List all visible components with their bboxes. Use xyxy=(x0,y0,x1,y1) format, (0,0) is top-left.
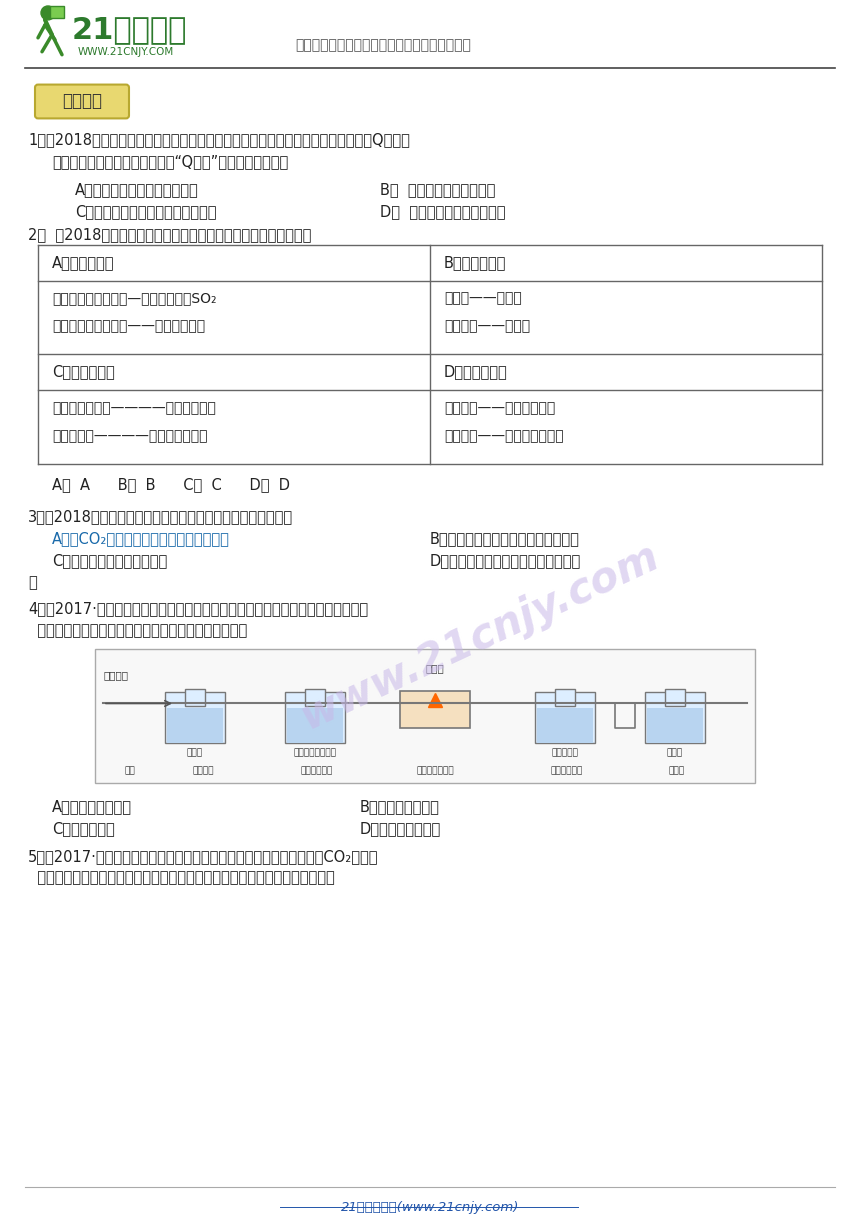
FancyBboxPatch shape xyxy=(50,6,64,18)
Text: 亚礴酸销——不能当食盐用: 亚礴酸销——不能当食盐用 xyxy=(444,401,556,415)
Bar xyxy=(305,688,325,706)
Text: www.21cnjy.com: www.21cnjy.com xyxy=(294,535,666,738)
Text: 3．（2018湖北襄阳检测）下列各组物质鉴别方法不正确的是：: 3．（2018湖北襄阳检测）下列各组物质鉴别方法不正确的是： xyxy=(28,510,293,524)
Text: 5．（2017·江苏扬州月考）向盛有饱和和澄清石灰水的烧杯中持续通入CO₂出现了: 5．（2017·江苏扬州月考）向盛有饱和和澄清石灰水的烧杯中持续通入CO₂出现了 xyxy=(28,849,378,863)
Bar xyxy=(645,692,705,743)
Text: 足量氢氧化销溶液: 足量氢氧化销溶液 xyxy=(293,748,336,758)
Bar xyxy=(95,649,755,783)
Text: 白色固体变蓝: 白色固体变蓝 xyxy=(551,766,583,775)
Text: 氧化锐: 氧化锐 xyxy=(426,664,445,674)
Text: 2．  （2018广东佛山质检）下列知识整理的内容完全正确的一组是: 2． （2018广东佛山质检）下列知识整理的内容完全正确的一组是 xyxy=(28,227,311,242)
Bar xyxy=(400,691,470,728)
Text: B．  常温下化学性质很活泼: B． 常温下化学性质很活泼 xyxy=(380,182,495,197)
Text: 21世纪教育: 21世纪教育 xyxy=(72,15,187,44)
Bar xyxy=(535,692,595,743)
Bar xyxy=(555,688,575,706)
Text: A．用CO₂区分氢氧化销溶液和澄清石灰水: A．用CO₂区分氢氧化销溶液和澄清石灰水 xyxy=(52,531,230,546)
Text: 黑色固体变红色: 黑色固体变红色 xyxy=(416,766,454,775)
Text: 氢中的一种或几种。进行如下实验，下列推断正确的是: 氢中的一种或几种。进行如下实验，下列推断正确的是 xyxy=(28,623,248,638)
Bar xyxy=(165,692,225,743)
Text: C．性质与用途: C．性质与用途 xyxy=(52,365,114,379)
Text: 名校预测: 名校预测 xyxy=(62,92,102,111)
Text: 煤炉取暖防中毒————炉上放一壶水: 煤炉取暖防中毒————炉上放一壶水 xyxy=(52,401,216,415)
Text: 变浑浊: 变浑浊 xyxy=(669,766,685,775)
FancyBboxPatch shape xyxy=(35,85,129,118)
Bar xyxy=(665,688,685,706)
Text: B．可能含有氯化氢: B．可能含有氯化氢 xyxy=(360,799,439,814)
Text: A．一定无二氧化碳: A．一定无二氧化碳 xyxy=(52,799,132,814)
Text: A．化学性质与普通碳单质相同: A．化学性质与普通碳单质相同 xyxy=(75,182,199,197)
Text: 防菜刀生锈————洗净擦干后悬挂: 防菜刀生锈————洗净擦干后悬挂 xyxy=(52,429,207,443)
Text: 异常现象（先变浑浊后又变澄清），兴趣小组同学利用数字分析仪进行研究，: 异常现象（先变浑浊后又变澄清），兴趣小组同学利用数字分析仪进行研究， xyxy=(28,871,335,885)
Text: C．碳原子的排列方式不同于金冈石: C．碳原子的排列方式不同于金冈石 xyxy=(75,204,217,219)
Text: 形成酸雨的罪魁祝首—氮的氧化物和SO₂: 形成酸雨的罪魁祝首—氮的氧化物和SO₂ xyxy=(52,292,217,305)
Text: D．一定有一氧化碳: D．一定有一氧化碳 xyxy=(360,821,441,835)
Text: C．一定有氢气: C．一定有氢气 xyxy=(52,821,114,835)
Text: A．  A      B．  B      C．  C      D．  D: A． A B． B C． C D． D xyxy=(52,478,290,492)
Text: 21世纪教育网(www.21cnjy.com): 21世纪教育网(www.21cnjy.com) xyxy=(341,1201,519,1214)
Text: 二氧化碳的过量排放——温室效应加剧: 二氧化碳的过量排放——温室效应加剧 xyxy=(52,320,206,333)
Text: D．食品与安全: D．食品与安全 xyxy=(444,365,507,379)
Text: 氢氧化销——小苏打: 氢氧化销——小苏打 xyxy=(444,320,530,333)
Text: WWW.21CNJY.COM: WWW.21CNJY.COM xyxy=(78,46,175,57)
Text: 氧化钒——生石灰: 氧化钒——生石灰 xyxy=(444,292,522,305)
Text: 无水硫酸铜: 无水硫酸铜 xyxy=(551,748,579,758)
Text: 中国最大型、最专业的中小学教育资源门户网站: 中国最大型、最专业的中小学教育资源门户网站 xyxy=(295,38,471,52)
Text: 硬度比钓石还高。下列关于这种“Q－碳”的说法不正确的是: 硬度比钓石还高。下列关于这种“Q－碳”的说法不正确的是 xyxy=(52,154,288,169)
Text: C．用熟石灰鉴别铵盐和鯨肖: C．用熟石灰鉴别铵盐和鯨肖 xyxy=(52,553,167,568)
Text: B．用稀硫酸区分木炭粉和氧化铜粉末: B．用稀硫酸区分木炭粉和氧化铜粉末 xyxy=(430,531,580,546)
Text: 甲醉溶液——可作食品保鲜剂: 甲醉溶液——可作食品保鲜剂 xyxy=(444,429,563,443)
Circle shape xyxy=(41,6,55,19)
Bar xyxy=(287,709,343,743)
Text: 酸: 酸 xyxy=(28,575,37,590)
Bar xyxy=(185,688,205,706)
Text: 气体体积减小: 气体体积减小 xyxy=(301,766,333,775)
Text: 4．（2017·江苏苏州模拟）某混合气体可能含有一氧化碳、二氧化碳、氢气、氯化: 4．（2017·江苏苏州模拟）某混合气体可能含有一氧化碳、二氧化碳、氢气、氯化 xyxy=(28,601,368,617)
Text: 石灰水: 石灰水 xyxy=(187,748,203,758)
Text: 1．（2018广东佛山质检）最近科学家发现，无定形碳在利用单脉冲激光冲激下生成Q－碳，: 1．（2018广东佛山质检）最近科学家发现，无定形碳在利用单脉冲激光冲激下生成Q… xyxy=(28,133,410,147)
Text: B．物质与俗名: B．物质与俗名 xyxy=(444,255,507,270)
Text: 不变浑浊: 不变浑浊 xyxy=(193,766,214,775)
Text: 混合气体: 混合气体 xyxy=(103,671,128,681)
Bar xyxy=(537,709,593,743)
Bar xyxy=(647,709,703,743)
Text: D．用酔酮溶液区分氯化销溶液和稀盐: D．用酔酮溶液区分氯化销溶液和稀盐 xyxy=(430,553,581,568)
Text: A．化学与环境: A．化学与环境 xyxy=(52,255,114,270)
Text: D．  碳原子价然在不断地运动: D． 碳原子价然在不断地运动 xyxy=(380,204,506,219)
Bar xyxy=(167,709,223,743)
Bar xyxy=(285,692,345,743)
Text: 石灰水: 石灰水 xyxy=(667,748,683,758)
Text: 现象: 现象 xyxy=(125,766,135,775)
